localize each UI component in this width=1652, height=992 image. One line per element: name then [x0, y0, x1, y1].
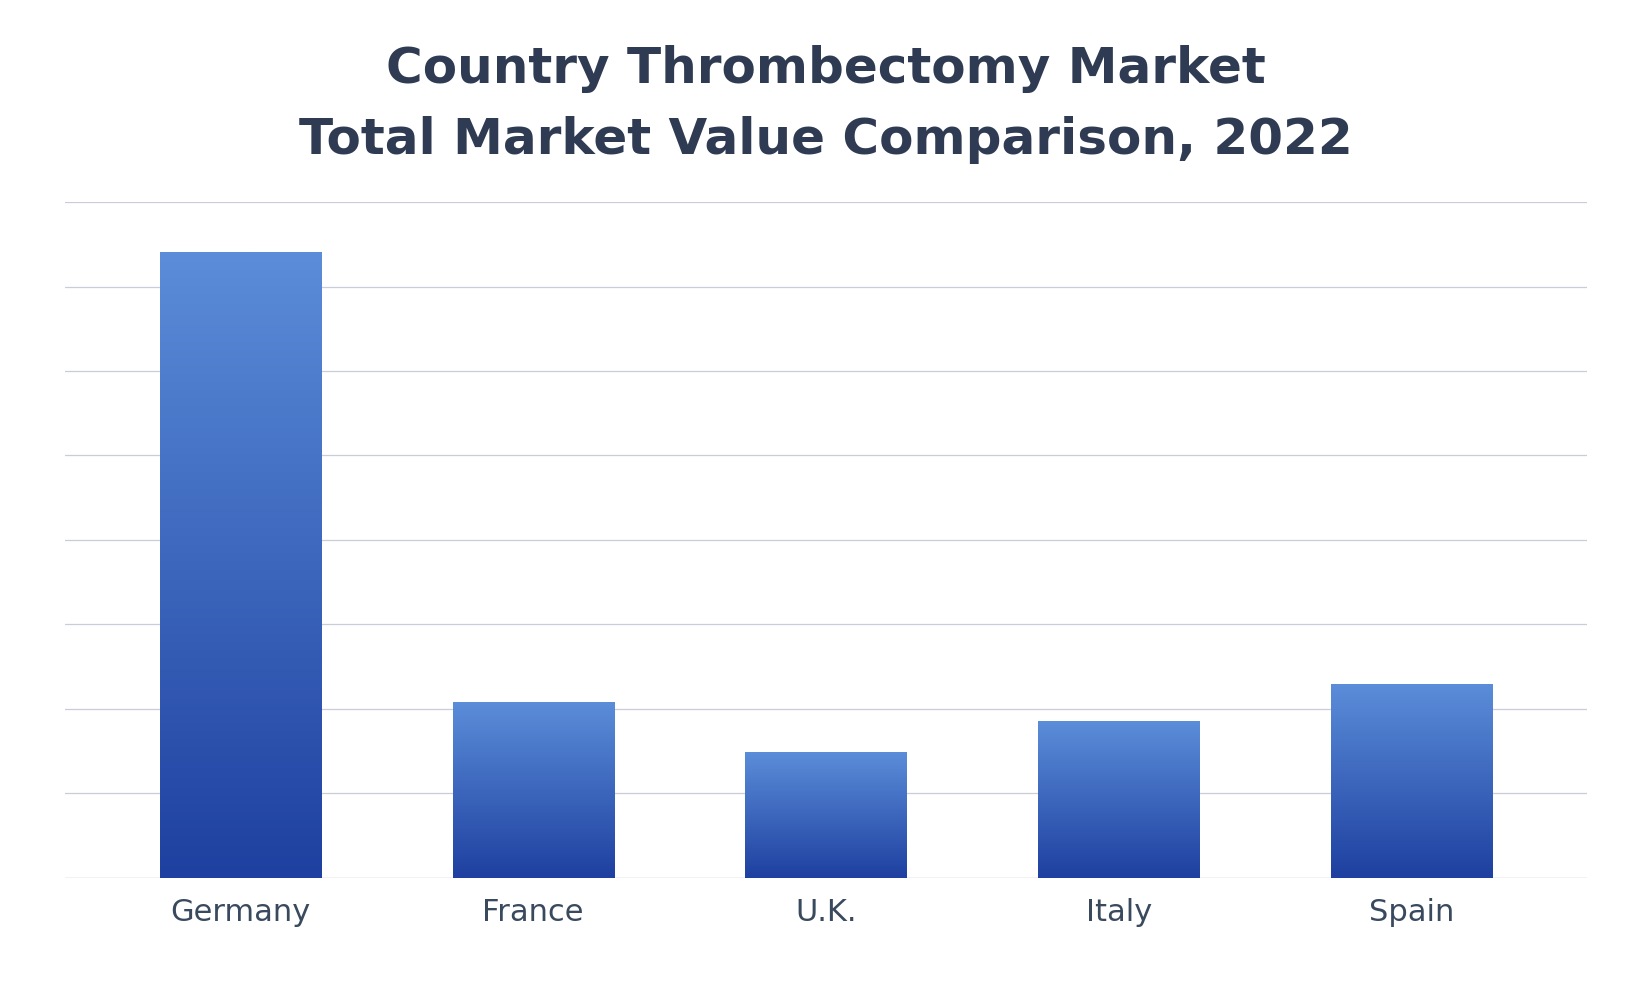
Title: Country Thrombectomy Market
Total Market Value Comparison, 2022: Country Thrombectomy Market Total Market…	[299, 45, 1353, 164]
